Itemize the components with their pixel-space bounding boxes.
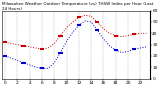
Text: Milwaukee Weather Outdoor Temperature (vs) THSW Index per Hour (Last 24 Hours): Milwaukee Weather Outdoor Temperature (v… — [2, 2, 153, 11]
